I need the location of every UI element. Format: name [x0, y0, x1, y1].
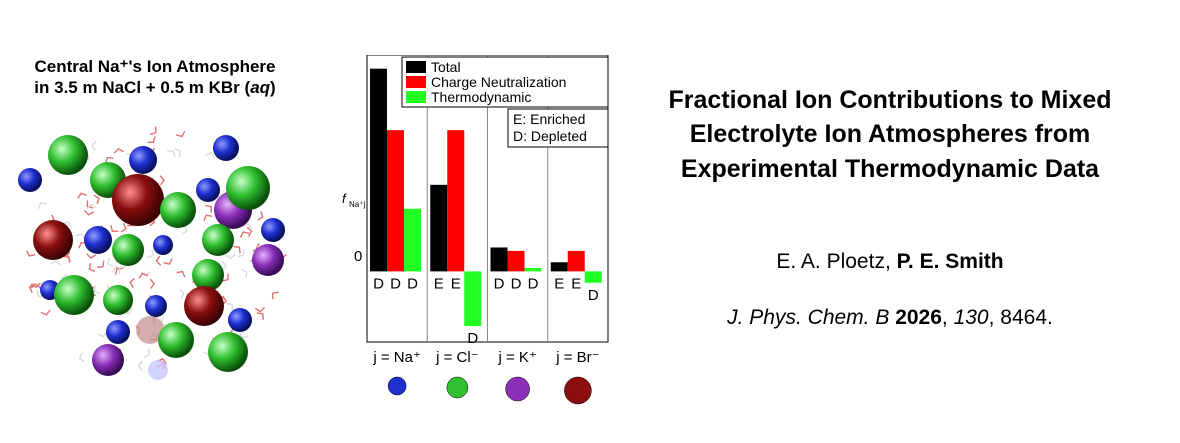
legend-box [401, 56, 609, 108]
category-icons [387, 376, 592, 405]
paper-title-line3: Experimental Thermodynamic Data [680, 155, 1100, 183]
legend-entry: Charge Neutralization [431, 74, 566, 90]
category-label: j = Cl⁻ [435, 349, 479, 366]
bar-total-3 [550, 262, 568, 272]
annotation-frame [507, 108, 609, 148]
bar-charge-neutralization-3 [567, 250, 585, 272]
molecule-title-line2: in 3.5 m NaCl + 0.5 m KBr (aq) [10, 77, 300, 98]
legend-swatch [406, 61, 426, 73]
bar-thermodynamic-2 [524, 267, 542, 272]
paper-title-line2: Electrolyte Ion Atmospheres from [689, 120, 1091, 148]
ion-sphere-icon [505, 376, 530, 402]
molecule-panel-title: Central Na⁺'s Ion Atmosphere in 3.5 m Na… [10, 56, 300, 98]
bar-charge-neutralization-1 [447, 130, 465, 272]
y-axis-label-sub: Na⁺j [349, 200, 365, 209]
bar-mark: D [373, 275, 384, 292]
journal-volume: 130 [953, 306, 989, 329]
category-label: j = Na⁺ [372, 349, 421, 366]
authors-corresponding: P. E. Smith [896, 250, 1004, 273]
category-label: j = Br⁻ [555, 349, 599, 366]
journal-name: J. Phys. Chem. B [727, 306, 890, 329]
journal-citation: J. Phys. Chem. B 2026, 130, 8464. [727, 306, 1053, 329]
legend-entry: Total [431, 59, 461, 75]
bar-mark: D [511, 275, 522, 292]
bar-mark: E [571, 275, 581, 292]
bar-charge-neutralization-0 [387, 130, 404, 272]
paper-title-line1: Fractional Ion Contributions to Mixed [668, 86, 1112, 114]
bar-mark: D [588, 287, 599, 304]
molecule-title-line1: Central Na⁺'s Ion Atmosphere [34, 57, 276, 76]
annotation-line: E: Enriched [513, 111, 585, 127]
bar-mark: D [407, 275, 418, 292]
bar-thermodynamic-0 [404, 208, 421, 272]
zero-label: 0 [354, 248, 362, 265]
molecule-title-aq: aq [250, 78, 271, 97]
ion-sphere-icon [446, 376, 469, 399]
journal-pages: 8464. [1000, 306, 1053, 329]
legend-swatch [406, 91, 426, 103]
bar-charge-neutralization-2 [507, 250, 525, 272]
bar-total-1 [430, 184, 448, 272]
legend-swatch [406, 76, 426, 88]
bar-thermodynamic-3 [584, 271, 602, 283]
ion-sphere-icon [387, 376, 407, 396]
molecule-title-line2-suffix: ) [270, 78, 276, 97]
legend-entry: Thermodynamic [431, 89, 531, 105]
bar-total-2 [490, 247, 508, 272]
bars [370, 68, 602, 327]
bar-mark: D [528, 275, 539, 292]
bar-mark: D [467, 330, 478, 347]
journal-year: 2026 [895, 306, 942, 329]
bar-mark: D [390, 275, 401, 292]
bar-total-0 [370, 68, 387, 272]
ion-sphere-icon [564, 376, 592, 405]
category-label: j = K⁺ [497, 349, 536, 366]
authors: E. A. Ploetz, P. E. Smith [600, 250, 1180, 274]
annotation-line: D: Depleted [513, 128, 587, 144]
authors-first: E. A. Ploetz, [776, 250, 897, 273]
bar-mark: D [494, 275, 505, 292]
molecule-title-line2-prefix: in 3.5 m NaCl + 0.5 m KBr ( [34, 78, 251, 97]
bar-mark: E [434, 275, 444, 292]
bar-thermodynamic-1 [464, 271, 482, 327]
ion-atmosphere-illustration [18, 126, 287, 380]
category-labels: j = Na⁺ j = Cl⁻ j = K⁺ j = Br⁻ [372, 349, 599, 366]
bar-mark: E [554, 275, 564, 292]
axis-labels: f Na⁺j 0 [342, 191, 365, 265]
bar-mark: E [451, 275, 461, 292]
y-axis-label: f [342, 191, 347, 206]
